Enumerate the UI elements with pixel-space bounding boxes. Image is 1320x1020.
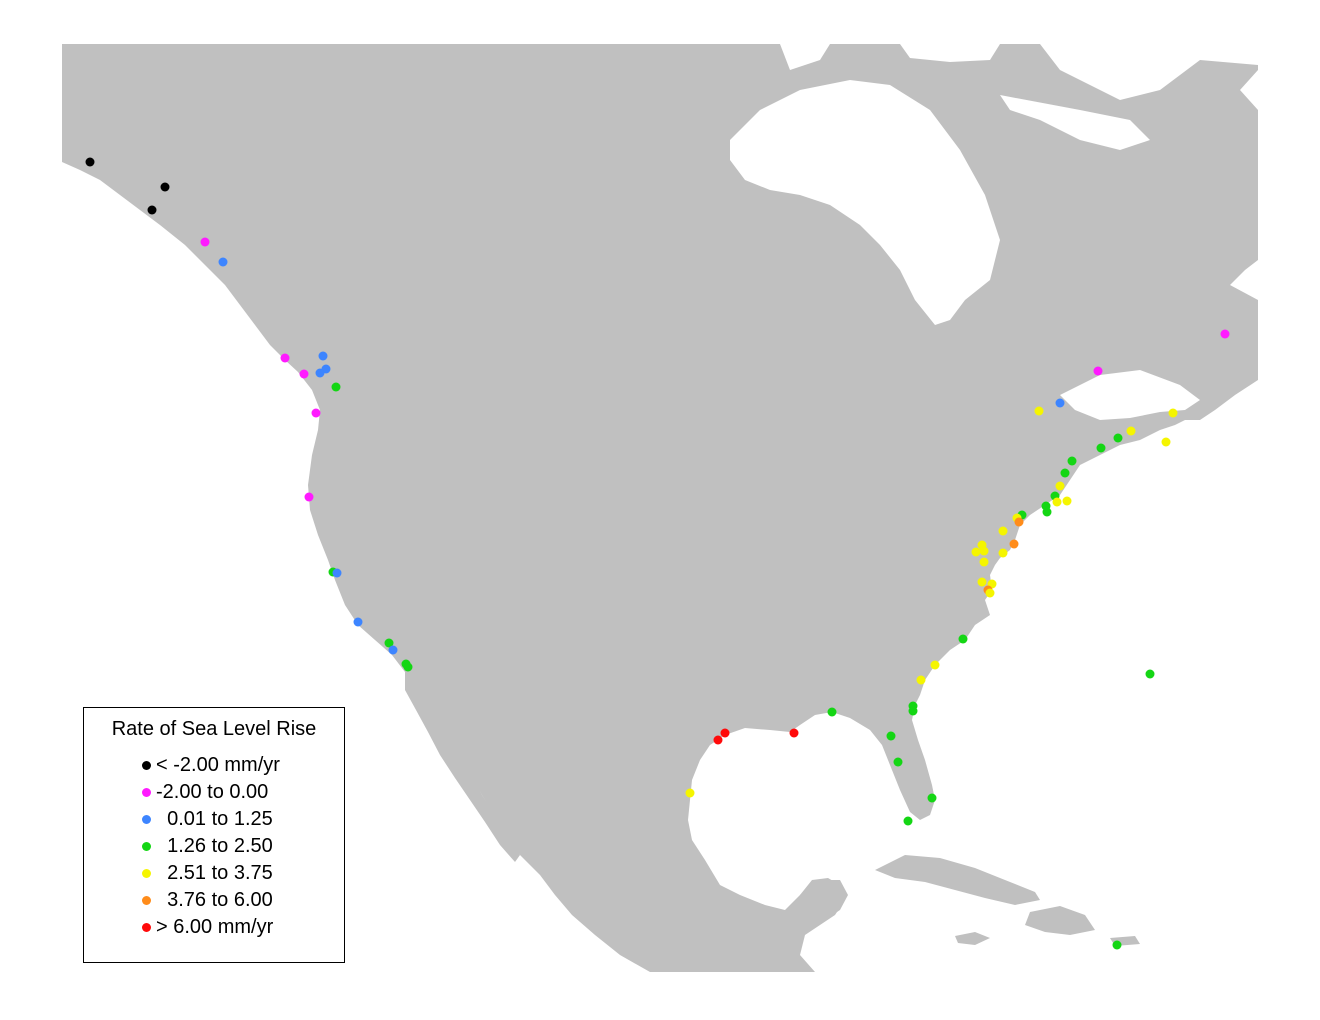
jamaica [955,932,990,945]
legend-swatch-blue [142,815,151,824]
hudson-bay [730,80,1000,325]
legend-title: Rate of Sea Level Rise [111,718,317,740]
station-marker-magenta [1220,329,1230,339]
legend-item-yellow: 2.51 to 3.75 [142,862,273,889]
station-marker-green [403,662,413,672]
baja-california [405,672,520,862]
station-marker-yellow [985,588,995,598]
station-marker-green [903,816,913,826]
legend-swatch-red [142,923,151,932]
legend-item-magenta: -2.00 to 0.00 [142,781,268,808]
station-marker-magenta [200,237,210,247]
legend-label: > 6.00 mm/yr [156,916,274,938]
station-marker-green [927,793,937,803]
station-marker-red [720,728,730,738]
station-marker-magenta [280,353,290,363]
station-marker-magenta [311,408,321,418]
station-marker-orange [1014,517,1024,527]
station-marker-yellow [979,557,989,567]
legend-label: 3.76 to 6.00 [156,889,273,911]
arctic-water-1 [780,44,830,70]
yucatan [800,880,848,920]
legend: Rate of Sea Level Rise < -2.00 mm/yr -2.… [83,707,345,963]
station-marker-blue [388,645,398,655]
legend-list: < -2.00 mm/yr -2.00 to 0.00 0.01 to 1.25… [142,754,280,943]
station-marker-yellow [1126,426,1136,436]
station-marker-green [958,634,968,644]
legend-item-orange: 3.76 to 6.00 [142,889,273,916]
station-marker-yellow [1034,406,1044,416]
station-marker-yellow [998,548,1008,558]
arctic-water-2 [900,44,1000,62]
gulf-of-st-lawrence [1060,370,1200,420]
legend-label: < -2.00 mm/yr [156,754,280,776]
station-marker-magenta [1093,366,1103,376]
station-marker-yellow [977,577,987,587]
station-marker-yellow [998,526,1008,536]
station-marker-yellow [979,546,989,556]
hispaniola [1025,906,1095,935]
station-marker-magenta [304,492,314,502]
station-marker-green [908,706,918,716]
legend-item-red: > 6.00 mm/yr [142,916,273,943]
station-marker-orange [1009,539,1019,549]
legend-item-green: 1.26 to 2.50 [142,835,273,862]
station-marker-black [85,157,95,167]
cuba [875,855,1040,905]
legend-swatch-green [142,842,151,851]
station-marker-yellow [685,788,695,798]
station-marker-blue [1055,398,1065,408]
station-marker-yellow [930,660,940,670]
legend-swatch-magenta [142,788,151,797]
station-marker-green [384,638,394,648]
hudson-strait [1000,95,1150,150]
station-marker-red [789,728,799,738]
legend-swatch-black [142,761,151,770]
legend-swatch-yellow [142,869,151,878]
legend-label: -2.00 to 0.00 [156,781,269,803]
station-marker-yellow [1062,496,1072,506]
arctic-water-3 [1040,44,1258,100]
station-marker-yellow [916,675,926,685]
station-marker-yellow [1055,481,1065,491]
station-marker-black [147,205,157,215]
legend-label: 1.26 to 2.50 [156,835,273,857]
station-marker-blue [318,351,328,361]
station-marker-yellow [971,547,981,557]
station-marker-green [1113,433,1123,443]
station-marker-blue [218,257,228,267]
station-marker-green [1096,443,1106,453]
station-marker-green [886,731,896,741]
station-marker-green [1112,940,1122,950]
legend-swatch-orange [142,896,151,905]
station-marker-green [1145,669,1155,679]
station-marker-green [893,757,903,767]
station-marker-blue [353,617,363,627]
station-marker-blue [332,568,342,578]
legend-item-blue: 0.01 to 1.25 [142,808,273,835]
station-marker-green [1067,456,1077,466]
station-marker-magenta [299,369,309,379]
station-marker-blue [315,368,325,378]
station-marker-green [827,707,837,717]
station-marker-yellow [1052,497,1062,507]
tide-gauge-stations [85,157,1230,950]
station-marker-red [713,735,723,745]
legend-label: 2.51 to 3.75 [156,862,273,884]
station-marker-black [160,182,170,192]
legend-item-black: < -2.00 mm/yr [142,754,280,781]
station-marker-yellow [1161,437,1171,447]
station-marker-green [1042,507,1052,517]
station-marker-green [331,382,341,392]
station-marker-green [1060,468,1070,478]
station-marker-yellow [1168,408,1178,418]
legend-label: 0.01 to 1.25 [156,808,273,830]
